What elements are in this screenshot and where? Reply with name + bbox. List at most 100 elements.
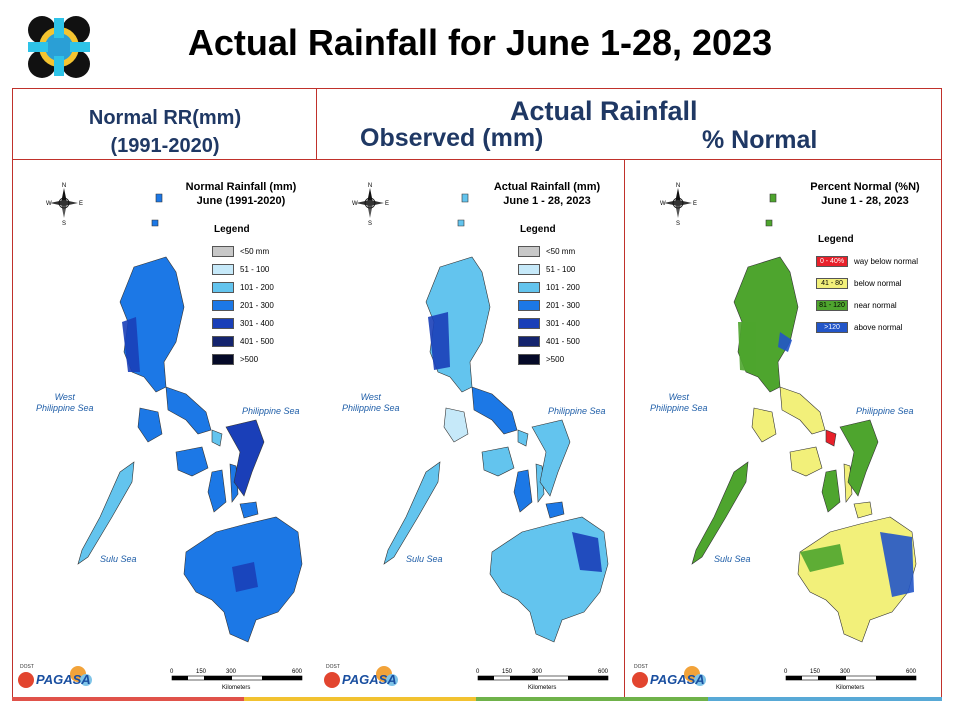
scale-tick: 0 [784,669,788,675]
philippines-map [383,193,609,643]
map-region-overlay [232,562,258,592]
map-region [853,501,873,519]
compass-n: N [368,183,372,189]
scale-unit: Kilometers [528,685,556,691]
legend-swatch: 0 - 40% [816,256,848,267]
map-region [461,193,469,203]
sea-label-west-line2: Philippine Sea [342,403,400,413]
scale-tick: 600 [906,669,917,675]
scale-tick: 300 [532,669,543,675]
north-arrow-icon: N S W E [44,180,84,227]
legend-item: 301 - 400 [518,318,580,329]
scale-tick: 600 [598,669,609,675]
pagasa-wordmark: PAGASA [36,672,91,687]
map-region [825,429,837,447]
map-region [765,219,773,227]
map-region [471,386,518,435]
compass-n: N [62,183,66,189]
map-region [751,407,777,443]
map-title-line2: June 1 - 28, 2023 [503,195,591,207]
map-region [517,429,529,447]
pagasa-wordmark: PAGASA [342,672,397,687]
map-title: Actual Rainfall (mm) June 1 - 28, 2023 [482,180,612,208]
map-panel-percent: N S W E Percent Normal (%N) June 1 - 28, 2023… [630,172,930,692]
legend-swatch [212,318,234,329]
sea-label-west: West Philippine Sea [650,392,708,414]
legend-label: 101 - 200 [240,283,274,292]
legend-swatch: 41 - 80 [816,278,848,289]
map-title-line1: Normal Rainfall (mm) [185,181,297,193]
legend-label: 401 - 500 [546,337,580,346]
map-region [839,419,879,497]
compass-s: S [62,221,66,226]
normal-header-line2: (1991-2020) [110,135,220,157]
compass-e: E [385,201,389,207]
legend-item: 41 - 80 below normal [816,278,902,289]
legend-item: 101 - 200 [212,282,274,293]
scale-bar: 0 150 300 600 Kilometers [166,666,316,692]
normal-header-line1: Normal RR(mm) [88,107,242,129]
legend-label: <50 mm [546,247,576,256]
map-region [821,469,841,513]
scale-bar: 0 150 300 600 Kilometers [780,666,930,692]
map-title-line1: Actual Rainfall (mm) [493,181,601,193]
pagasa-logo-icon: DOST PAGASA [322,664,404,692]
pagasa-tagline: DOST [634,664,648,670]
map-region [489,516,609,643]
legend-label: 51 - 100 [546,265,576,274]
scale-tick: 150 [196,669,207,675]
scale-tick: 600 [292,669,303,675]
normal-header: Normal RR(mm) (1991-2020) [40,104,290,160]
map-title-line2: June (1991-2020) [196,195,286,207]
scale-bar: 0 150 300 600 Kilometers [472,666,622,692]
map-region [137,407,163,443]
map-region [481,446,515,477]
legend-swatch [518,318,540,329]
legend-item: 51 - 100 [518,264,575,275]
header-divider [12,159,942,160]
legend-swatch [518,246,540,257]
map-region [691,461,749,565]
map-region [225,419,265,497]
compass-w: W [352,201,358,207]
sea-label-east: Philippine Sea [548,406,606,416]
compass-s: S [368,221,372,226]
map-region [545,501,565,519]
footer-strip-green [476,697,708,701]
legend-item: 301 - 400 [212,318,274,329]
legend-swatch [518,336,540,347]
legend-label: above normal [854,323,903,332]
observed-header: Observed (mm) [360,124,544,152]
sea-label-west-line1: West [668,392,689,402]
legend-item: 201 - 300 [212,300,274,311]
legend-item: 81 - 120 near normal [816,300,897,311]
footer-strip-red [12,697,244,701]
legend-label: near normal [854,301,897,310]
map-region [239,501,259,519]
map-region-overlay [880,532,914,597]
legend-item: 201 - 300 [518,300,580,311]
legend-swatch: 81 - 120 [816,300,848,311]
legend-item: >500 [212,354,258,365]
legend-swatch [518,300,540,311]
pagasa-wordmark: PAGASA [650,672,705,687]
scale-tick: 0 [476,669,480,675]
scale-tick: 150 [810,669,821,675]
footer-strip-blue [708,697,942,701]
pagasa-tagline: DOST [326,664,340,670]
legend-item: 401 - 500 [518,336,580,347]
compass-w: W [660,201,666,207]
sea-label-west-line1: West [54,392,75,402]
map-region [457,219,465,227]
map-region [443,407,469,443]
legend-label: 51 - 100 [240,265,270,274]
pagasa-tagline: DOST [20,664,34,670]
legend-item: >500 [518,354,564,365]
scale-unit: Kilometers [836,685,864,691]
legend-title: Legend [818,234,854,245]
map-region-overlay [122,317,140,372]
actual-header: Actual Rainfall [510,96,698,126]
scale-unit: Kilometers [222,685,250,691]
column-divider-top [316,88,317,160]
north-arrow-icon: N S W E [658,180,698,227]
